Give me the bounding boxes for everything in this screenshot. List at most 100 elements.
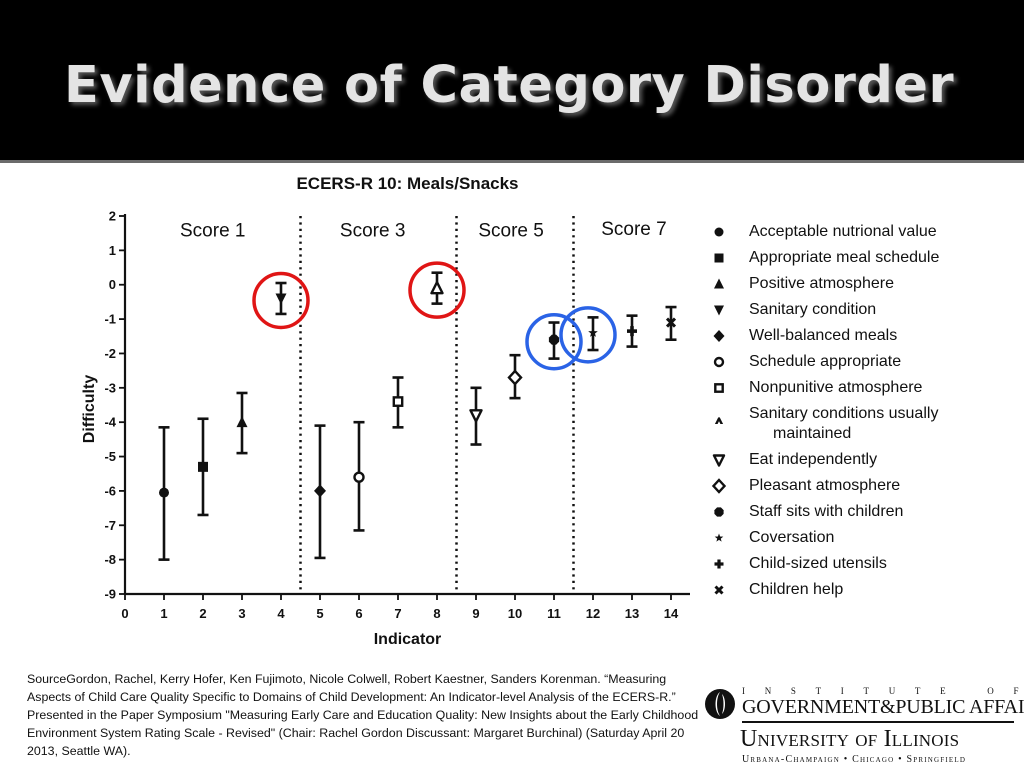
data-point — [469, 409, 483, 423]
chart-title: ECERS-R 10: Meals/Snacks — [296, 174, 518, 193]
x-tick-label: 13 — [625, 606, 639, 621]
y-tick-label: -1 — [104, 312, 116, 327]
x-tick-label: 1 — [160, 606, 167, 621]
logo-line-university: University of Illinois — [740, 726, 960, 752]
highlight-circle — [525, 312, 583, 371]
highlight-circle — [252, 271, 310, 330]
legend-marker-icon — [714, 253, 724, 263]
legend-marker-icon — [714, 533, 724, 542]
legend-item: Well-balanced meals — [710, 326, 1010, 352]
legend-item: Coversation — [710, 528, 1010, 554]
legend-label: Sanitary condition — [749, 301, 877, 318]
x-tick-label: 14 — [664, 606, 679, 621]
slide-title: Evidence of Category Disorder — [64, 56, 955, 115]
x-tick-label: 7 — [394, 606, 401, 621]
igpa-emblem-icon — [705, 689, 735, 719]
x-tick-label: 0 — [121, 606, 128, 621]
data-point — [353, 471, 365, 483]
data-point — [548, 334, 560, 345]
legend-item: Children help — [710, 580, 1010, 606]
logo-line-government: GOVERNMENT&PUBLIC AFFAIRS — [742, 696, 1024, 718]
data-point — [588, 327, 598, 337]
legend-marker-icon — [714, 383, 724, 393]
legend-label: Well-balanced meals — [749, 327, 898, 344]
legend-marker-icon — [712, 454, 726, 467]
legend-label: Positive atmosphere — [749, 275, 894, 292]
y-tick-label: -7 — [104, 518, 116, 533]
legend-label: Acceptable nutrional value — [749, 223, 937, 240]
legend-label: Staff sits with children — [749, 503, 904, 520]
title-divider — [0, 160, 1024, 163]
data-point — [627, 326, 637, 337]
y-axis-label: Difficulty — [81, 375, 98, 444]
logo-divider — [742, 721, 1014, 723]
legend-item: Pleasant atmosphere — [710, 476, 1010, 502]
legend-marker-icon — [713, 356, 725, 368]
x-axis-label: Indicator — [374, 631, 442, 648]
score-label: Score 3 — [340, 221, 405, 242]
igpa-logo: INSTITUTE OF GOVERNMENT&PUBLIC AFFAIRS U… — [704, 684, 1024, 766]
data-point — [159, 487, 169, 498]
y-tick-label: -9 — [104, 587, 116, 602]
legend-item: Staff sits with children — [710, 502, 1010, 528]
legend-label: Appropriate meal schedule — [749, 249, 940, 266]
legend-marker-icon — [714, 585, 724, 595]
legend-label: Coversation — [749, 529, 835, 546]
score-label: Score 1 — [180, 221, 245, 242]
legend-item: Eat independently — [710, 450, 1010, 476]
highlight-circle — [559, 306, 617, 364]
legend-item: Schedule appropriate — [710, 352, 1010, 378]
x-tick-label: 2 — [199, 606, 206, 621]
y-tick-label: -4 — [104, 415, 116, 430]
highlight-circle — [408, 261, 466, 319]
data-point — [507, 369, 523, 386]
legend-item: Acceptable nutrional value — [710, 222, 1010, 248]
data-point — [314, 484, 326, 498]
y-tick-label: 1 — [109, 243, 116, 258]
legend-marker-icon — [714, 278, 724, 289]
y-tick-label: 2 — [109, 209, 116, 224]
y-tick-label: -5 — [104, 449, 116, 464]
legend-label: Pleasant atmosphere — [749, 477, 901, 494]
x-tick-label: 12 — [586, 606, 600, 621]
title-bar: Evidence of Category Disorder — [0, 0, 1024, 160]
x-tick-label: 5 — [316, 606, 323, 621]
difficulty-chart: ECERS-R 10: Meals/Snacks210-1-2-3-4-5-6-… — [81, 174, 690, 648]
y-tick-label: 0 — [109, 277, 116, 292]
data-point — [198, 461, 208, 472]
x-tick-label: 9 — [472, 606, 479, 621]
legend-item: Sanitary conditions usually maintained — [710, 404, 1010, 450]
legend-marker-icon — [714, 227, 724, 237]
legend-marker-icon — [713, 330, 725, 342]
legend-marker-icon — [714, 417, 724, 424]
legend-label: Eat independently — [749, 451, 878, 468]
legend-label: Children help — [749, 581, 844, 598]
logo-line-campuses: Urbana-Champaign • Chicago • Springfield — [742, 754, 967, 765]
legend-marker-icon — [714, 305, 724, 316]
data-point — [392, 396, 404, 407]
score-label: Score 7 — [601, 219, 666, 240]
x-tick-label: 10 — [508, 606, 522, 621]
legend-item: Positive atmosphere — [710, 274, 1010, 300]
legend-item: Sanitary condition — [710, 300, 1010, 326]
legend-label: Schedule appropriate — [749, 353, 902, 370]
x-tick-label: 11 — [547, 606, 561, 621]
x-tick-label: 8 — [433, 606, 440, 621]
x-tick-label: 6 — [355, 606, 362, 621]
y-tick-label: -6 — [104, 483, 116, 498]
y-tick-label: -2 — [104, 346, 116, 361]
y-tick-label: -8 — [104, 552, 116, 567]
legend-item: Child-sized utensils — [710, 554, 1010, 580]
x-tick-label: 4 — [277, 606, 285, 621]
chart-legend: Acceptable nutrional value Appropriate me… — [710, 222, 1010, 606]
data-point — [665, 317, 677, 328]
logo-line-institute: INSTITUTE OF — [742, 686, 1024, 696]
x-tick-label: 3 — [238, 606, 245, 621]
legend-marker-icon — [711, 478, 727, 494]
legend-item: Appropriate meal schedule — [710, 248, 1010, 274]
score-label: Score 5 — [478, 221, 543, 242]
legend-label: Nonpunitive atmosphere — [749, 379, 923, 396]
legend-marker-icon — [714, 507, 724, 517]
legend-label: Child-sized utensils — [749, 555, 887, 572]
legend-marker-icon — [714, 559, 724, 569]
